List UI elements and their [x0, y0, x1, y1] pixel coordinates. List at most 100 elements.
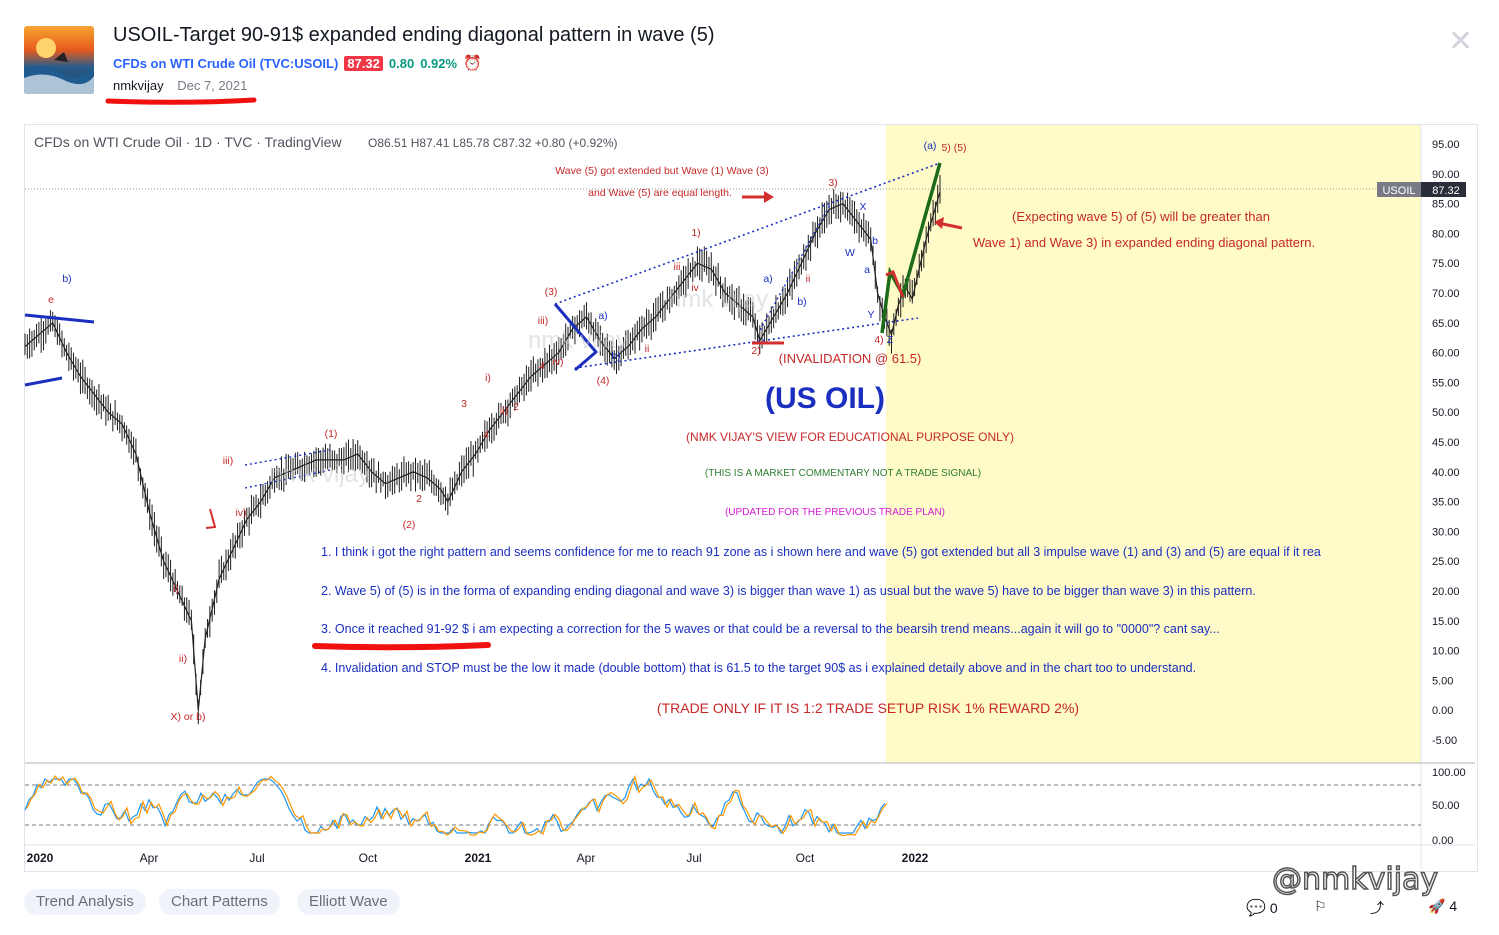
tag-trend-analysis[interactable]: Trend Analysis	[24, 889, 146, 915]
y-tick-label: 65.00	[1432, 318, 1460, 330]
chart-legend-name: CFDs on WTI Crude Oil · 1D · TVC · Tradi…	[34, 134, 342, 150]
wave-label: iii)	[538, 315, 549, 327]
x-tick-label: Oct	[359, 851, 378, 865]
comments-count: 0	[1269, 900, 1278, 916]
tiktok-watermark: @nmkvijay	[1271, 861, 1439, 898]
boost-count: 4	[1449, 898, 1458, 914]
close-icon[interactable]: ✕	[1448, 25, 1474, 58]
tag-elliott-wave[interactable]: Elliott Wave	[297, 889, 400, 915]
y-tick-label: 50.00	[1432, 407, 1460, 419]
wave-label: ii)	[500, 405, 508, 417]
wave-label: a	[864, 264, 870, 276]
share-icon[interactable]: ⤴	[1370, 900, 1384, 916]
arrow-right-icon	[742, 191, 774, 203]
flag-icon[interactable]: ⚐	[1314, 898, 1327, 914]
note-invalidation: (INVALIDATION @ 61.5)	[779, 351, 922, 366]
left-blue-level-1	[24, 313, 95, 324]
chart-watermark-3: nmk vijay	[668, 286, 768, 313]
author-avatar[interactable]	[24, 26, 94, 94]
wave-label: iv)	[235, 507, 246, 519]
wave-label: 4	[483, 429, 489, 441]
wave-label: 2)	[751, 345, 760, 357]
x-tick-label: Jul	[249, 851, 264, 865]
wave-label: b)	[62, 273, 71, 285]
x-tick-label: Oct	[796, 851, 815, 865]
alarm-icon[interactable]: ⏰	[463, 55, 482, 72]
wave-label: 2	[513, 401, 519, 413]
price-axis: 95.00 90.00 85.00 80.00 75.00 70.00 65.00 60.00…	[1432, 139, 1460, 747]
wave-label: Z	[887, 334, 894, 346]
price-tag-text: 87.32	[1432, 185, 1460, 197]
change-percent: 0.92%	[420, 55, 458, 71]
wave-label: 2	[416, 493, 422, 505]
wave-label: (a)	[924, 140, 937, 152]
osc-tick-label: 0.00	[1432, 835, 1453, 847]
y-tick-label: 15.00	[1432, 616, 1460, 628]
elliott-wave-labels: b) e i) ii) X) or b) iii) iv) (1) (2) 2 3 4 i) ii) 2 (3…	[48, 140, 966, 723]
wave-label: iii)	[223, 455, 234, 467]
price-tag	[1421, 182, 1466, 197]
wave-label: ii	[645, 343, 650, 355]
wave-label: 3)	[828, 177, 837, 189]
x-tick-label: Jul	[686, 851, 701, 865]
red-mark	[205, 508, 217, 529]
price-series-line	[24, 191, 941, 711]
note-point2: 2. Wave 5) of (5) is in the forma of exp…	[321, 584, 1256, 598]
symbol-tag-text: USOIL	[1382, 185, 1415, 197]
wave-label: W	[845, 247, 855, 259]
author-underline-marker	[105, 97, 257, 105]
wave-label: 3	[461, 398, 467, 410]
note-point3: 3. Once it reached 91-92 $ i am expectin…	[321, 622, 1220, 636]
author-line: nmkvijay Dec 7, 2021	[113, 78, 247, 93]
note-view: (NMK VIJAY'S VIEW FOR EDUCATIONAL PURPOS…	[686, 430, 1014, 444]
wave-label: i)	[173, 583, 179, 595]
y-tick-label: 45.00	[1432, 437, 1460, 449]
time-axis: 2020 Apr Jul Oct 2021 Apr Jul Oct 2022	[27, 851, 929, 865]
wave1-trendline-upper	[244, 449, 331, 466]
wave-label: (3)	[545, 286, 558, 298]
wave-label: 1)	[691, 227, 700, 239]
wave3-trendline	[759, 204, 831, 331]
left-blue-level-2	[24, 376, 63, 387]
y-tick-label: 25.00	[1432, 556, 1460, 568]
x-tick-label: 2021	[465, 851, 492, 865]
y-tick-label: 75.00	[1432, 258, 1460, 270]
y-tick-label: -5.00	[1432, 735, 1457, 747]
wave-label: iv)	[552, 356, 563, 368]
y-tick-label: 10.00	[1432, 646, 1460, 658]
note-point1: 1. I think i got the right pattern and s…	[321, 545, 1321, 559]
symbol-link[interactable]: CFDs on WTI Crude Oil (TVC:USOIL)	[113, 55, 339, 71]
boost-button[interactable]: 🚀 4	[1428, 898, 1457, 915]
y-tick-label: 85.00	[1432, 199, 1460, 211]
wave-label: i)	[485, 372, 491, 384]
diagonal-upper-trendline	[554, 162, 941, 305]
chart-frame[interactable]	[24, 124, 1478, 872]
wave-label: ii	[806, 273, 811, 285]
tag-chart-patterns[interactable]: Chart Patterns	[159, 889, 280, 915]
rocket-icon: 🚀	[1428, 898, 1446, 914]
oscillator-axis: 100.00 50.00 0.00	[1432, 767, 1466, 847]
wave4-triangle	[553, 303, 599, 372]
note-commentary: (THIS IS A MARKET COMMENTARY NOT A TRADE…	[705, 468, 981, 479]
osc-tick-label: 100.00	[1432, 767, 1466, 779]
y-tick-label: 60.00	[1432, 348, 1460, 360]
point3-underline-marker	[312, 642, 491, 651]
wave-label: a)	[598, 310, 607, 322]
wave-label: ii)	[179, 653, 187, 665]
author-name[interactable]: nmkvijay	[113, 78, 164, 93]
chart-legend-ohlc: O86.51 H87.41 L85.78 C87.32 +0.80 (+0.92…	[368, 136, 618, 150]
note-wave5-line2: and Wave (5) are equal length.	[588, 187, 732, 199]
osc-tick-label: 50.00	[1432, 800, 1460, 812]
note-us-oil: (US OIL)	[765, 382, 885, 415]
wave-label: (2)	[403, 519, 416, 531]
wave-label: X	[859, 201, 866, 213]
comments-button[interactable]: 💬 0	[1246, 898, 1278, 918]
y-tick-label: 90.00	[1432, 169, 1460, 181]
y-tick-label: 30.00	[1432, 526, 1460, 538]
wave-label: b)	[611, 350, 620, 362]
y-tick-label: 55.00	[1432, 377, 1460, 389]
chart-watermark-1: nmk vijay	[270, 461, 370, 488]
y-tick-label: 80.00	[1432, 228, 1460, 240]
note-expect-line2: Wave 1) and Wave 3) in expanded ending d…	[973, 235, 1315, 250]
